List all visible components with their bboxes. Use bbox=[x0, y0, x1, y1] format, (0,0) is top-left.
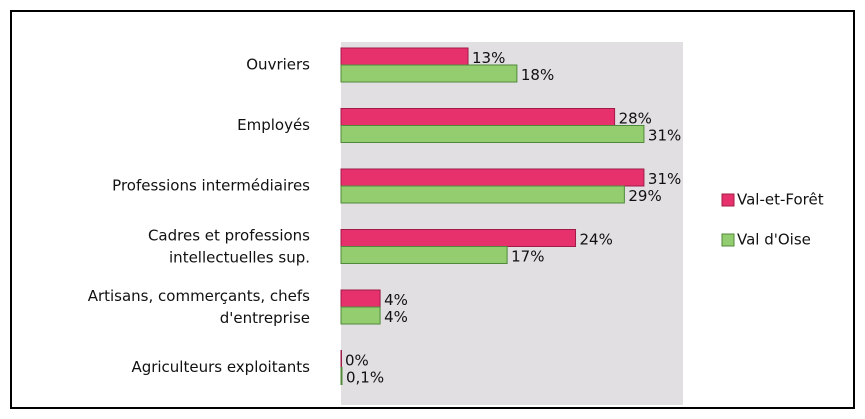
value-label: 31% bbox=[648, 170, 681, 188]
y-tick-label: Agriculteurs exploitants bbox=[131, 358, 310, 376]
value-label: 31% bbox=[648, 127, 681, 145]
bar bbox=[340, 47, 469, 66]
plot-area bbox=[341, 42, 683, 405]
y-tick-label: Cadres et professions intellectuelles sup… bbox=[148, 226, 310, 266]
value-label: 17% bbox=[511, 248, 544, 266]
bar bbox=[340, 185, 625, 204]
value-label: 4% bbox=[384, 291, 408, 309]
value-label: 28% bbox=[619, 110, 652, 128]
y-tick-label: Employés bbox=[237, 116, 310, 134]
y-tick-label: Ouvriers bbox=[246, 56, 310, 74]
legend-label: Val d'Oise bbox=[737, 231, 811, 249]
y-tick-label: Professions intermédiaires bbox=[112, 177, 310, 195]
bar bbox=[340, 168, 645, 187]
bar bbox=[340, 229, 577, 247]
value-label: 0,1% bbox=[346, 369, 384, 387]
bar bbox=[340, 367, 343, 385]
bar bbox=[340, 246, 508, 264]
bar bbox=[340, 125, 645, 143]
y-tick-label: Artisans, commerçants, chefs d'entreprise bbox=[88, 287, 310, 327]
value-label: 4% bbox=[384, 308, 408, 326]
value-label: 29% bbox=[628, 187, 661, 205]
bar bbox=[340, 289, 381, 308]
bar bbox=[340, 64, 518, 83]
bar bbox=[340, 306, 381, 325]
value-label: 13% bbox=[472, 49, 505, 67]
bar bbox=[340, 350, 342, 368]
legend-label: Val-et-Forêt bbox=[737, 191, 824, 209]
value-label: 0% bbox=[345, 352, 369, 370]
value-label: 18% bbox=[521, 66, 554, 84]
value-label: 24% bbox=[580, 231, 613, 249]
legend-swatch bbox=[721, 233, 735, 247]
legend-swatch bbox=[721, 193, 735, 207]
bar bbox=[340, 108, 616, 126]
